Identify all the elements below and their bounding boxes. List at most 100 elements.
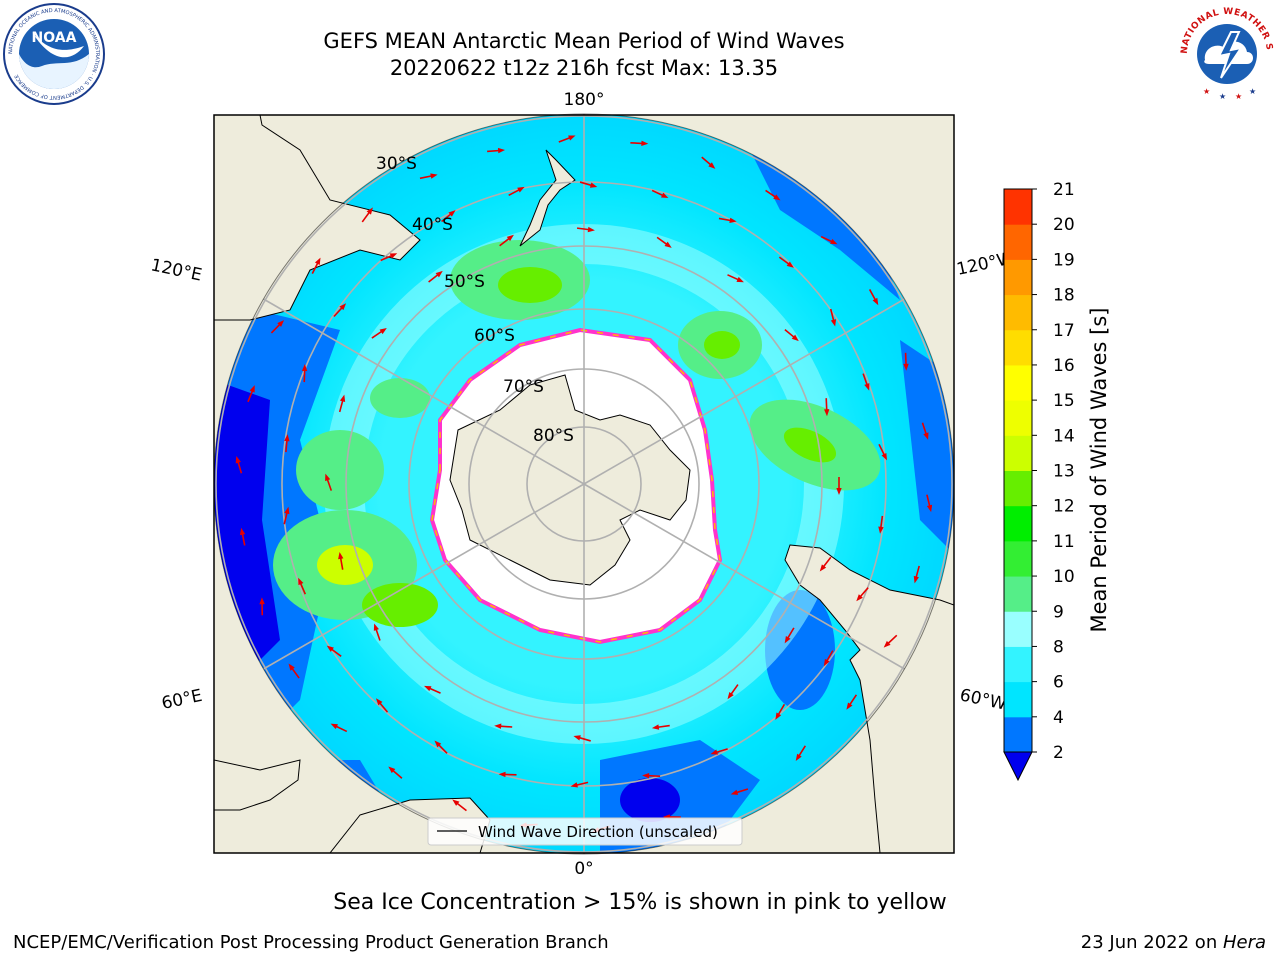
- wave-direction-arrowhead: [339, 303, 347, 311]
- wave-direction-arrowhead: [326, 645, 334, 652]
- wave-direction-arrowhead: [730, 789, 739, 795]
- colorbar-swatch: [1004, 576, 1032, 612]
- colorbar-swatch: [1004, 224, 1032, 260]
- wave-direction-arrowhead: [830, 319, 837, 327]
- lat-label-50s: 50°S: [444, 272, 485, 292]
- wave-direction-arrowhead: [664, 241, 672, 248]
- wave-direction-arrowhead: [819, 564, 827, 572]
- colorbar: 2 4 6 8 9 10 11 12 13 14 15 16 17 18 19 20 21: [1003, 180, 1075, 782]
- wave-direction-arrowhead: [330, 723, 339, 730]
- colorbar-tick-label: 18: [1053, 286, 1075, 306]
- legend-label: Wind Wave Direction (unscaled): [478, 823, 718, 841]
- colorbar-tick-label: 15: [1053, 391, 1075, 411]
- wave-direction-arrowhead: [923, 432, 929, 440]
- colorbar-tick-label: 20: [1053, 215, 1075, 235]
- wave-direction-arrowhead: [517, 186, 525, 193]
- colorbar-extend-arrow: [1003, 751, 1033, 782]
- wave-direction-arrowhead: [846, 702, 853, 710]
- wave-direction-arrowhead: [325, 473, 331, 482]
- colorbar-swatch: [1004, 400, 1032, 436]
- colorbar-tick-label: 6: [1053, 673, 1064, 693]
- antarctica-land: [449, 374, 691, 586]
- svg-text:★: ★: [1219, 92, 1226, 101]
- colorbar-tick-label: 4: [1053, 708, 1064, 728]
- wave-direction-arrowhead: [288, 663, 295, 671]
- lat-label-80s: 80°S: [533, 426, 574, 446]
- wave-direction-arrowhead: [864, 383, 870, 391]
- wave-direction-arrowhead: [448, 210, 456, 217]
- machine-name: Hera: [1222, 932, 1266, 953]
- lon-label-0: 0°: [574, 859, 593, 879]
- wave-direction-arrowhead: [872, 297, 879, 306]
- colorbar-tick-label: 19: [1053, 250, 1075, 270]
- wave-direction-arrowhead: [284, 434, 290, 442]
- wave-direction-arrowhead: [494, 723, 502, 729]
- wave-direction-arrowhead: [314, 257, 321, 265]
- colorbar-tick-label: 2: [1053, 743, 1064, 763]
- lon-label-60e: 60°E: [160, 686, 204, 714]
- colorbar-tick-label: 8: [1053, 637, 1064, 657]
- colorbar-swatch: [1004, 294, 1032, 331]
- wave-direction-arrowhead: [641, 140, 649, 147]
- wave-direction-arrowhead: [497, 147, 506, 154]
- wave-direction-arrowhead: [239, 527, 246, 536]
- wave-direction-arrowhead: [642, 773, 650, 779]
- colorbar-tick-label: 16: [1053, 356, 1075, 376]
- sea-ice-note: Sea Ice Concentration > 15% is shown in …: [333, 890, 947, 915]
- lat-labels: 30°S 40°S 50°S 60°S 70°S 80°S: [376, 154, 574, 446]
- colorbar-tick-label: 17: [1053, 321, 1075, 341]
- wave-direction-arrowhead: [823, 409, 830, 417]
- new-zealand-land: [519, 149, 576, 247]
- colorbar-swatch: [1004, 505, 1032, 542]
- wave-direction-arrowhead: [259, 597, 265, 605]
- wave-direction-arrowhead: [589, 182, 598, 188]
- graticule: [215, 114, 953, 854]
- lon-label-60w: 60°W: [958, 685, 1008, 714]
- wave-direction-arrowhead: [366, 207, 373, 215]
- wave-direction-arrowhead: [277, 320, 285, 327]
- colorbar-tick-label: 10: [1053, 567, 1075, 587]
- colorbar-swatch: [1004, 329, 1032, 366]
- wave-direction-arrowhead: [284, 506, 290, 515]
- wave-direction-arrowhead: [727, 692, 734, 700]
- colorbar-tick-label: 13: [1053, 462, 1075, 482]
- colorbar-tick-label: 21: [1053, 180, 1075, 200]
- colorbar-swatch: [1004, 540, 1032, 577]
- wave-direction-arrowhead: [587, 226, 595, 233]
- date-text: 23 Jun 2022 on: [1080, 932, 1223, 953]
- map-legend: Wind Wave Direction (unscaled): [427, 817, 743, 846]
- colorbar-swatch: [1004, 681, 1032, 718]
- wave-direction-arrowhead: [830, 238, 838, 245]
- wave-direction-arrowhead: [338, 551, 344, 560]
- wave-direction-arrowhead: [506, 234, 514, 242]
- wave-direction-arrowhead: [424, 685, 432, 692]
- wave-direction-arrowhead: [388, 766, 396, 774]
- wave-direction-arrowhead: [856, 594, 863, 602]
- africa-land: [214, 759, 301, 811]
- colorbar-swatch: [1004, 716, 1032, 753]
- wave-direction-arrowhead: [881, 452, 888, 461]
- lon-label-120e: 120°E: [149, 255, 204, 285]
- date-line: 23 Jun 2022 on Hera: [1081, 932, 1266, 953]
- noaa-logo: NATIONAL OCEANIC AND ATMOSPHERIC ADMINIS…: [3, 3, 105, 105]
- wave-direction-arrowhead: [775, 712, 782, 720]
- wave-direction-arrowhead: [791, 334, 799, 342]
- wave-direction-arrowhead: [570, 782, 578, 788]
- south-america-land: [784, 544, 954, 853]
- wave-direction-arrowhead: [823, 658, 830, 667]
- wave-direction-arrowhead: [573, 735, 581, 741]
- wave-direction-arrowhead: [498, 771, 506, 778]
- colorbar-tick-label: 14: [1053, 426, 1075, 446]
- chart-title: GEFS MEAN Antarctic Mean Period of Wind …: [323, 29, 845, 53]
- wave-direction-arrowhead: [883, 640, 891, 648]
- colorbar-swatch: [1004, 646, 1032, 683]
- chart-subtitle: 20220622 t12z 216h fcst Max: 13.35: [389, 56, 779, 80]
- wave-direction-arrowhead: [736, 276, 744, 283]
- wave-direction-arrowhead: [784, 635, 791, 644]
- wave-direction-arrowhead: [836, 488, 842, 495]
- wave-direction-arrowhead: [913, 575, 919, 584]
- colorbar-tick-label: 9: [1053, 602, 1064, 622]
- wave-direction-arrowhead: [926, 504, 933, 513]
- wave-direction-arrowhead: [435, 270, 443, 278]
- wave-direction-arrowhead: [389, 253, 398, 259]
